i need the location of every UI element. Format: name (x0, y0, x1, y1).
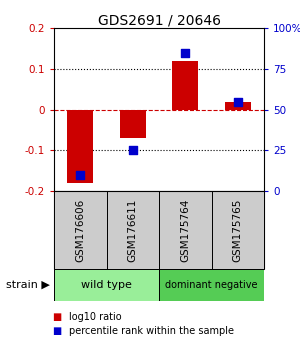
Text: GSM175764: GSM175764 (180, 198, 190, 262)
Text: ■: ■ (52, 312, 62, 322)
Bar (212, 191, 264, 269)
Text: log10 ratio: log10 ratio (69, 312, 122, 322)
Text: dominant negative: dominant negative (165, 280, 258, 290)
Bar (67, 110, 93, 183)
Bar (159, 269, 264, 301)
Bar (159, 191, 211, 269)
Text: percentile rank within the sample: percentile rank within the sample (69, 326, 234, 336)
Point (236, 99, 240, 104)
Bar (54, 191, 264, 269)
Text: GSM176611: GSM176611 (128, 198, 138, 262)
Bar (120, 110, 146, 138)
Bar (172, 61, 198, 110)
Text: GSM176606: GSM176606 (75, 199, 85, 262)
Text: GSM175765: GSM175765 (233, 198, 243, 262)
Bar (225, 102, 251, 110)
Point (183, 50, 188, 56)
Bar (54, 269, 159, 301)
Title: GDS2691 / 20646: GDS2691 / 20646 (98, 13, 220, 27)
Bar (54, 191, 106, 269)
Text: ■: ■ (52, 326, 62, 336)
Point (130, 148, 135, 153)
Text: wild type: wild type (81, 280, 132, 290)
Bar (106, 191, 159, 269)
Text: strain ▶: strain ▶ (6, 280, 50, 290)
Point (78, 172, 83, 178)
